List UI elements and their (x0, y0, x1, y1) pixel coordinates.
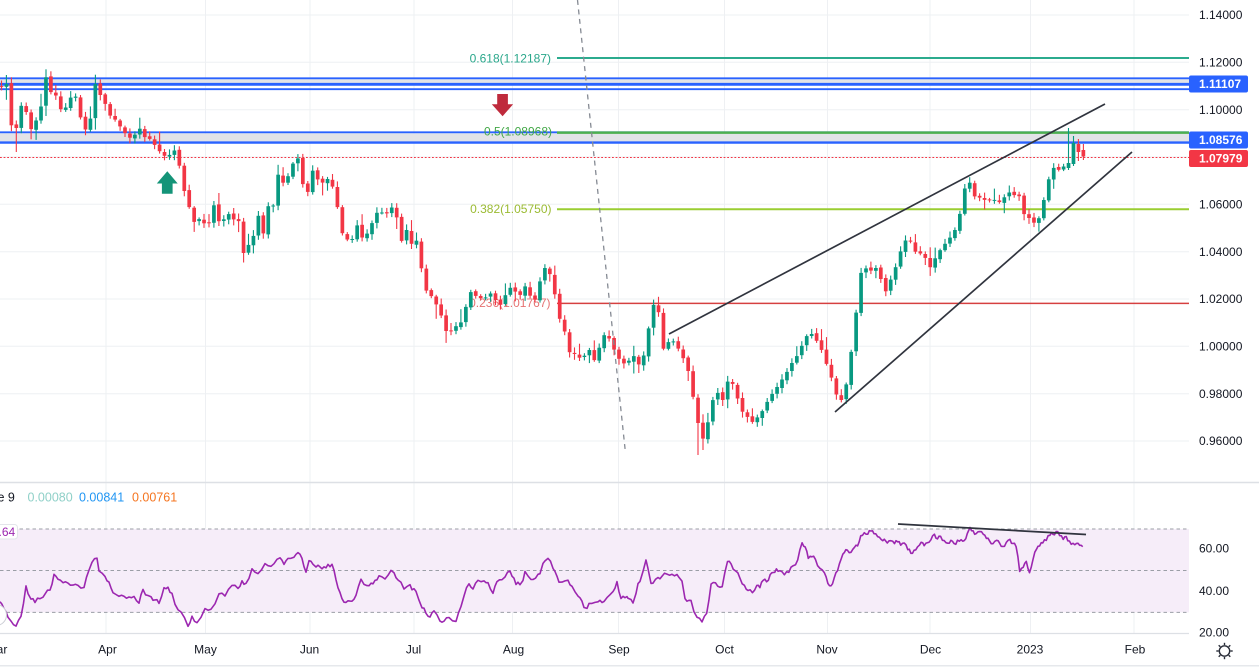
svg-text:1.12000: 1.12000 (1199, 56, 1243, 70)
svg-text:0.00080: 0.00080 (28, 491, 73, 505)
svg-text:0.98000: 0.98000 (1199, 387, 1243, 401)
svg-text:0.382(1.05750): 0.382(1.05750) (470, 202, 551, 216)
svg-text:1.04000: 1.04000 (1199, 245, 1243, 259)
svg-text:1.10000: 1.10000 (1199, 103, 1243, 117)
svg-text:1.07979: 1.07979 (1199, 152, 1243, 166)
svg-text:0.00761: 0.00761 (132, 491, 177, 505)
svg-text:1.08576: 1.08576 (1199, 133, 1243, 147)
svg-text:1.00000: 1.00000 (1199, 340, 1243, 354)
svg-text:Nov: Nov (816, 643, 837, 657)
svg-text:0.618(1.12187): 0.618(1.12187) (470, 51, 551, 65)
svg-text:40.00: 40.00 (1199, 584, 1229, 598)
svg-text:Jul: Jul (406, 643, 421, 657)
svg-text:Aug: Aug (503, 643, 524, 657)
svg-text:60.00: 60.00 (1199, 542, 1229, 556)
svg-text:.64: .64 (0, 525, 16, 539)
svg-text:0.236(1.01767): 0.236(1.01767) (469, 296, 550, 310)
svg-text:Dec: Dec (920, 643, 941, 657)
svg-text:1.11107: 1.11107 (1199, 77, 1241, 91)
svg-text:0.00841: 0.00841 (79, 491, 124, 505)
svg-text:Oct: Oct (715, 643, 734, 657)
svg-text:1.06000: 1.06000 (1199, 198, 1243, 212)
svg-text:Feb: Feb (1125, 643, 1146, 657)
svg-text:0.96000: 0.96000 (1199, 434, 1243, 448)
svg-text:Jun: Jun (300, 643, 319, 657)
svg-text:1.02000: 1.02000 (1199, 292, 1243, 306)
svg-text:May: May (194, 643, 217, 657)
svg-text:20.00: 20.00 (1199, 626, 1229, 640)
svg-text:1.14000: 1.14000 (1199, 8, 1243, 22)
svg-text:e 9: e 9 (0, 491, 15, 505)
svg-text:2023: 2023 (1017, 643, 1044, 657)
svg-text:ar: ar (0, 643, 7, 657)
svg-text:Sep: Sep (608, 643, 630, 657)
svg-text:Apr: Apr (98, 643, 117, 657)
svg-text:0.5(1.08968): 0.5(1.08968) (484, 125, 552, 139)
